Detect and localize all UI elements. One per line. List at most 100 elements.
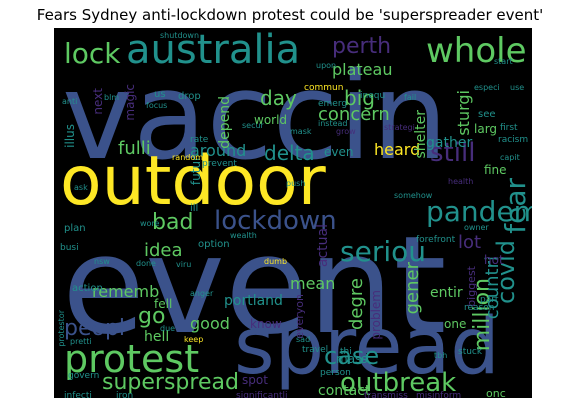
word-actual: actual xyxy=(315,224,331,268)
word-idea: idea xyxy=(144,240,183,261)
word-hot: hot xyxy=(484,253,504,267)
word-transmiss: transmiss xyxy=(364,391,408,399)
word-capit: capit xyxy=(500,153,520,162)
word-shutdown: shutdown xyxy=(160,31,200,40)
word-ask: ask xyxy=(74,183,88,192)
word-degre: degre xyxy=(346,278,367,331)
word-depend: depend xyxy=(217,96,233,149)
word-illus: illus xyxy=(63,124,77,148)
word-tbh: tbh xyxy=(434,351,448,360)
word-reason: reason xyxy=(464,303,495,313)
word-even: even xyxy=(324,145,354,159)
word-spread: spread xyxy=(234,302,500,392)
word-instead: instead xyxy=(318,119,348,128)
word-mean: mean xyxy=(290,274,336,293)
word-commun: commun xyxy=(304,83,344,93)
word-first: first xyxy=(500,123,518,133)
word-mask: mask xyxy=(290,127,312,136)
word-vaccin: vaccin xyxy=(62,48,448,187)
word-shelter: shelter xyxy=(413,110,429,159)
word-fine: fine xyxy=(484,163,507,177)
word-one: one xyxy=(444,317,467,331)
word-problem: problem xyxy=(369,290,383,340)
word-gather: gather xyxy=(426,135,473,151)
word-wore: wore xyxy=(140,219,160,228)
word-spot: spot xyxy=(242,373,268,387)
word-thi: thi xyxy=(340,347,352,357)
word-busi: busi xyxy=(60,243,79,253)
word-superspread: superspread xyxy=(102,370,239,395)
word-option: option xyxy=(198,239,230,250)
word-outdoor: outdoor xyxy=(60,142,326,221)
word-rememb: rememb xyxy=(92,282,160,301)
word-ill: ill xyxy=(190,203,199,214)
word-outbreak: outbreak xyxy=(340,368,457,398)
word-emerg: emerg xyxy=(318,99,348,109)
word-action: action xyxy=(72,283,103,294)
word-misinform: misinform xyxy=(416,391,462,399)
word-viru: viru xyxy=(176,260,192,269)
word-fail: fail xyxy=(404,93,417,102)
word-world: world xyxy=(254,113,288,127)
word-pandem: pandem xyxy=(426,195,532,228)
word-lot: lot xyxy=(458,232,482,253)
word-perth: perth xyxy=(332,34,392,59)
word-prevent: prevent xyxy=(202,159,237,169)
word-lock: lock xyxy=(64,37,121,70)
figure-title: Fears Sydney anti-lockdown protest could… xyxy=(36,6,544,24)
word-see: see xyxy=(478,109,496,120)
word-especi: especi xyxy=(474,83,500,92)
word-larg: larg xyxy=(474,122,498,136)
word-use: use xyxy=(510,83,525,92)
word-portland: portland xyxy=(224,293,283,309)
word-bad: bad xyxy=(152,210,194,235)
word-lockdown: lockdown xyxy=(214,206,337,236)
word-significantli: significantli xyxy=(236,391,288,399)
word-hell: hell xyxy=(144,329,170,345)
word-secur: secur xyxy=(242,121,264,130)
word-mass: mass xyxy=(336,352,368,366)
word-wealth: wealth xyxy=(230,231,257,240)
word-racism: racism xyxy=(498,135,529,145)
word-go: go xyxy=(138,304,166,329)
word-seriou: seriou xyxy=(340,235,426,268)
word-anti: anti xyxy=(62,97,78,106)
word-big: big xyxy=(344,86,375,110)
word-protest: protest xyxy=(64,337,200,381)
word-due: due xyxy=(160,324,176,333)
word-concern: concern xyxy=(318,104,390,125)
word-stuck: stuck xyxy=(458,347,483,357)
word-somehow: somehow xyxy=(394,191,433,200)
word-heard: heard xyxy=(374,140,421,159)
word-focus: focus xyxy=(146,101,168,110)
word-delta: delta xyxy=(264,141,315,165)
word-done: done xyxy=(136,259,156,268)
word-peopl: peopl xyxy=(64,316,126,341)
word-sad: sad xyxy=(296,335,311,344)
word-inequ: inequ xyxy=(360,91,386,101)
word-magic: magic xyxy=(123,84,137,121)
word-gener: gener xyxy=(402,262,423,315)
word-event: event xyxy=(62,207,447,364)
word-plan: plan xyxy=(64,223,86,234)
word-strategi: strategi xyxy=(384,123,415,132)
word-person: person xyxy=(320,368,351,378)
word-travel: travel xyxy=(302,345,329,355)
word-iron: iron xyxy=(116,391,134,399)
word-fear: fear xyxy=(499,178,532,234)
word-anger: anger xyxy=(190,289,214,298)
word-blm: blm xyxy=(104,93,120,102)
word-still: still xyxy=(430,138,476,168)
word-part: part xyxy=(480,295,499,305)
word-whole: whole xyxy=(426,31,527,71)
word-entir: entir xyxy=(430,285,463,301)
word-day: day xyxy=(260,86,297,110)
word-rate: rate xyxy=(190,135,209,145)
word-around: around xyxy=(190,141,247,160)
word-keep: keep xyxy=(184,335,204,344)
word-push: push xyxy=(286,179,306,188)
word-nsw: nsw xyxy=(94,257,110,266)
word-us: us xyxy=(154,89,166,100)
word-sturgi: sturgi xyxy=(454,90,473,136)
word-onc: onc xyxy=(486,387,506,398)
